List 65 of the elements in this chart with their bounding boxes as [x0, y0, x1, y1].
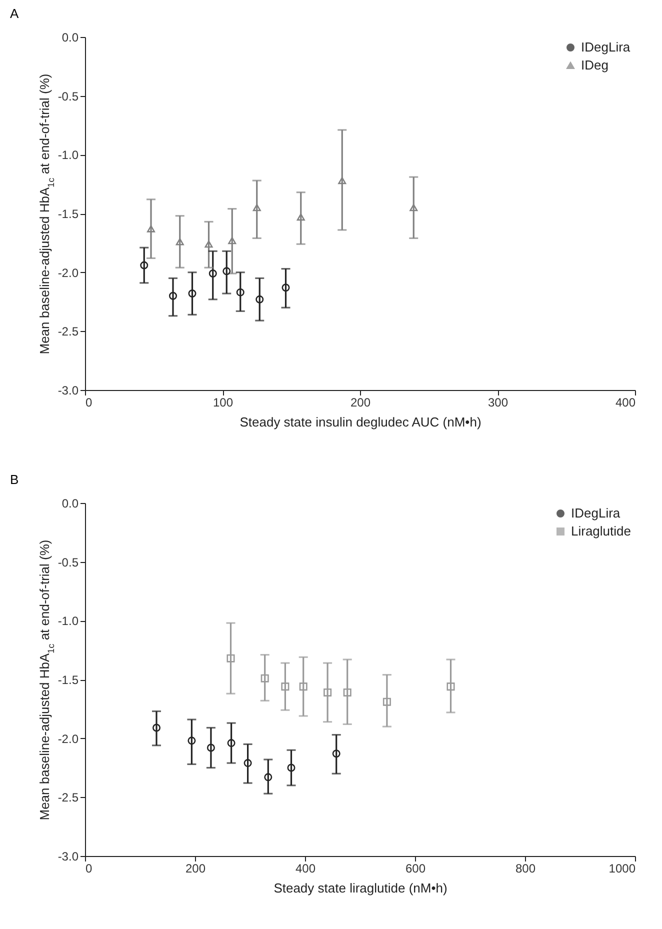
point	[152, 724, 161, 732]
x-tick-label: 200	[185, 862, 206, 876]
point	[264, 773, 272, 782]
point	[244, 759, 252, 768]
point	[227, 739, 236, 748]
point	[287, 764, 296, 772]
point	[236, 288, 244, 296]
x-tick-label: 200	[350, 396, 371, 410]
x-tick-label: 0	[86, 862, 92, 876]
x-tick-label: 300	[488, 396, 508, 410]
point	[296, 213, 305, 221]
point	[208, 270, 217, 278]
point	[260, 674, 269, 682]
point	[252, 204, 261, 212]
point	[281, 682, 290, 691]
point	[188, 290, 196, 298]
y-tick-label: -1.5	[58, 673, 79, 687]
legend-label: IDegLira	[571, 506, 621, 520]
point	[299, 682, 308, 691]
point	[146, 225, 156, 232]
y-tick-label: -0.5	[58, 89, 79, 104]
x-tick-label: 400	[615, 396, 636, 410]
point	[228, 237, 236, 244]
x-axis-title: Steady state insulin degludec AUC (nM•h)	[240, 414, 482, 430]
point	[446, 682, 455, 691]
y-tick-label: 0.0	[62, 30, 79, 44]
point	[324, 688, 332, 696]
point	[222, 267, 231, 276]
y-tick-label: -2.5	[58, 790, 79, 805]
x-tick-label: 100	[212, 396, 234, 410]
y-tick-label: -1.5	[58, 207, 79, 221]
x-tick-label: 1000	[608, 862, 636, 876]
y-tick-label: -0.5	[58, 555, 79, 570]
point	[204, 240, 213, 248]
x-axis-title: Steady state liraglutide (nM•h)	[274, 880, 448, 896]
point	[168, 292, 178, 300]
point	[343, 688, 352, 696]
point	[140, 261, 148, 270]
y-tick-label: 0.0	[62, 496, 79, 510]
point	[206, 744, 215, 752]
x-tick-label: 800	[515, 862, 536, 876]
x-tick-label: 400	[295, 862, 316, 876]
chart-title: B	[10, 472, 19, 487]
point	[410, 204, 418, 212]
y-tick-label: -3.0	[58, 850, 79, 864]
point	[338, 177, 346, 184]
point	[256, 295, 264, 304]
x-tick-label: 0	[86, 396, 92, 410]
point	[226, 654, 235, 662]
point	[332, 750, 340, 758]
y-tick-label: -1.0	[58, 148, 79, 162]
point	[282, 284, 290, 292]
legend-label: Liraglutide	[571, 524, 631, 538]
y-tick-label: -3.0	[58, 384, 79, 398]
y-tick-label: -2.5	[58, 324, 79, 339]
y-tick-label: -2.0	[58, 732, 79, 746]
y-tick-label: -1.0	[58, 614, 79, 628]
point	[176, 238, 184, 246]
chart-title: A	[10, 6, 19, 21]
point	[188, 736, 196, 745]
x-tick-label: 600	[405, 862, 426, 876]
point	[382, 698, 391, 706]
y-tick-label: -2.0	[58, 266, 79, 280]
legend-label: IDeg	[581, 58, 608, 72]
legend-label: IDegLira	[581, 40, 631, 54]
